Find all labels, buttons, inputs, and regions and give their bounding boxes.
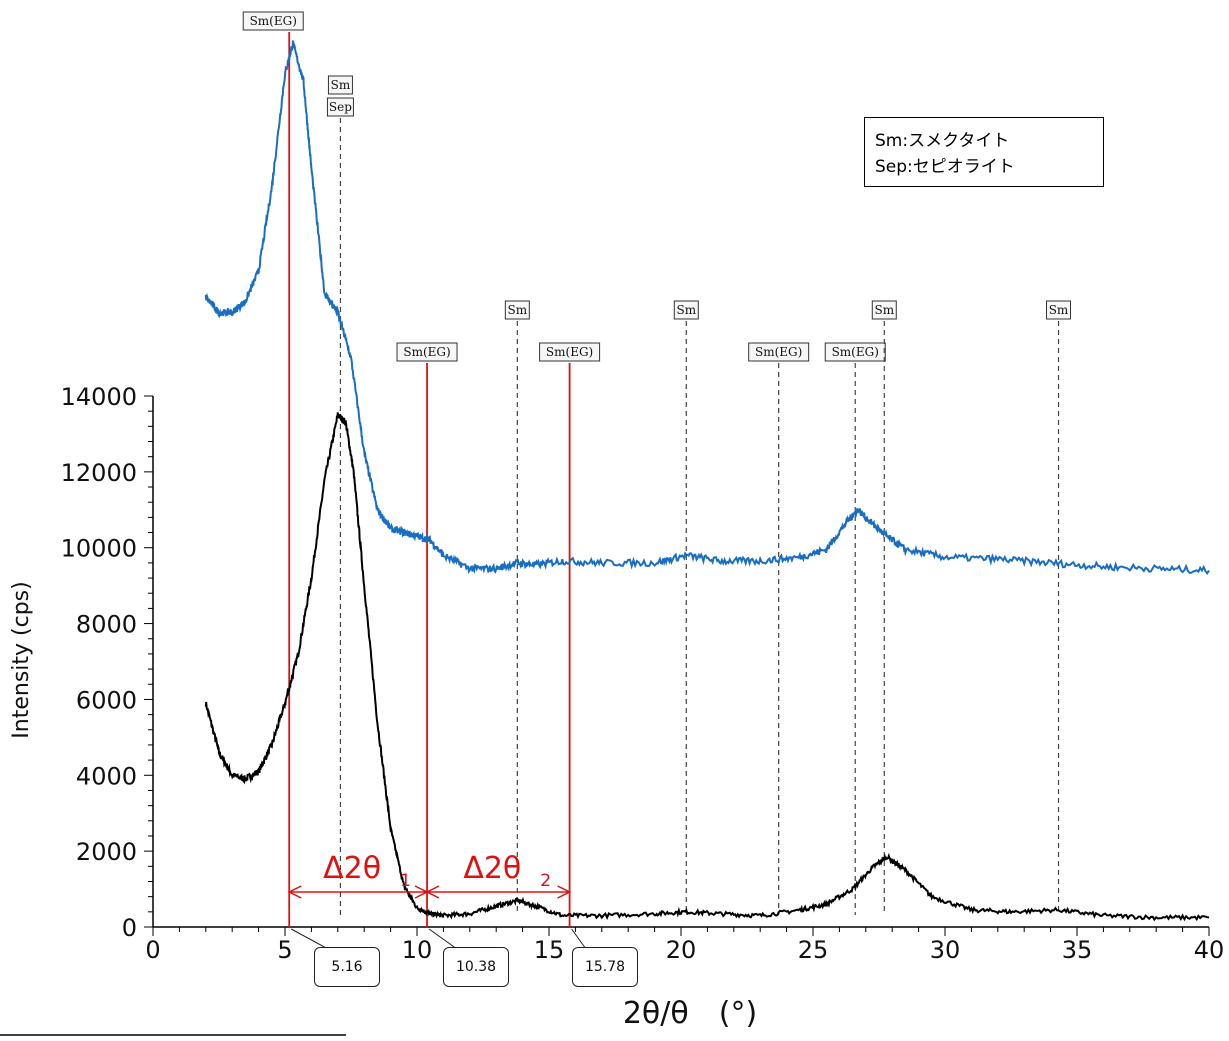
peak-tag-box [396,342,458,362]
series-line-black [204,412,1210,922]
legend-line-sm: Sm:スメクタイト [875,131,1010,151]
peak-tag-box [673,300,699,320]
x-tick-label: 35 [1062,936,1093,964]
peak-tag-label: Sm [874,303,894,317]
axes: 0 5 10 15 20 25 30 35 40020004000600080001000012… [61,383,1225,964]
series-group [204,40,1210,922]
x-tick-label: 5 [277,936,292,964]
callout-pointer [290,928,342,950]
peak-tag-box [327,75,353,95]
legend-line-sep: Sep:セピオライト [875,157,1015,177]
annotations: Δ2θ 1 Δ2θ 2 [287,851,600,950]
peak-tag-label: Sm [676,303,696,317]
x-tick-label: 15 [534,936,565,964]
delta2-arrowhead-right [557,885,572,899]
y-tick-label: 14000 [61,383,137,411]
value-callout: 5.16 [314,947,380,987]
delta1-subscript: 1 [400,871,411,891]
value-callout: 10.38 [443,947,509,987]
x-axis-title: 2θ/θ (°) [623,996,757,1031]
peak-tag-box [242,11,304,31]
y-axis-title: Intensity (cps) [9,581,34,738]
y-tick-label: 6000 [76,686,137,714]
delta2-arrowhead-left [425,885,440,899]
peak-tag-box [539,342,601,362]
delta1-arrowhead-left [287,885,302,899]
y-tick-label: 12000 [61,459,137,487]
value-callout: 15.78 [572,947,638,987]
x-tick-label: 25 [798,936,829,964]
peak-tag-box [1046,300,1072,320]
peak-tag-box [748,342,810,362]
callout-pointer [428,928,471,950]
peak-tag-box [326,97,354,117]
y-tick-label: 2000 [76,838,137,866]
delta2-label: Δ2θ [463,851,521,886]
y-tick-label: 4000 [76,762,137,790]
peak-tag-box [871,300,897,320]
reference-lines: Sm(EG) Sm Sep Sm(EG) Sm Sm(EG) Sm Sm(EG) Sm(EG) S… [242,11,1072,927]
delta1-label: Δ2θ [323,851,381,886]
x-tick-label: 10 [402,936,433,964]
peak-tag-label: Sm(EG) [250,14,297,28]
series-line-blue [204,40,1210,576]
peak-tag-label: Sm(EG) [546,345,593,359]
x-tick-label: 40 [1194,936,1225,964]
peak-tag-label: Sm [331,78,351,92]
peak-tag-label: Sm(EG) [403,345,450,359]
peak-tag-box [824,342,886,362]
y-tick-label: 8000 [76,611,137,639]
y-tick-label: 0 [122,914,137,942]
peak-tag-label: Sm [1049,303,1069,317]
y-tick-label: 10000 [61,535,137,563]
x-tick-label: 0 [145,936,160,964]
x-tick-label: 30 [930,936,961,964]
x-tick-label: 20 [666,936,697,964]
peak-tag-box [504,300,530,320]
legend-box: Sm:スメクタイト Sep:セピオライト [864,117,1104,187]
delta2-subscript: 2 [540,871,551,891]
peak-tag-label: Sep [329,100,352,114]
peak-tag-label: Sm(EG) [755,345,802,359]
peak-tag-label: Sm(EG) [832,345,879,359]
peak-tag-label: Sm [508,303,528,317]
